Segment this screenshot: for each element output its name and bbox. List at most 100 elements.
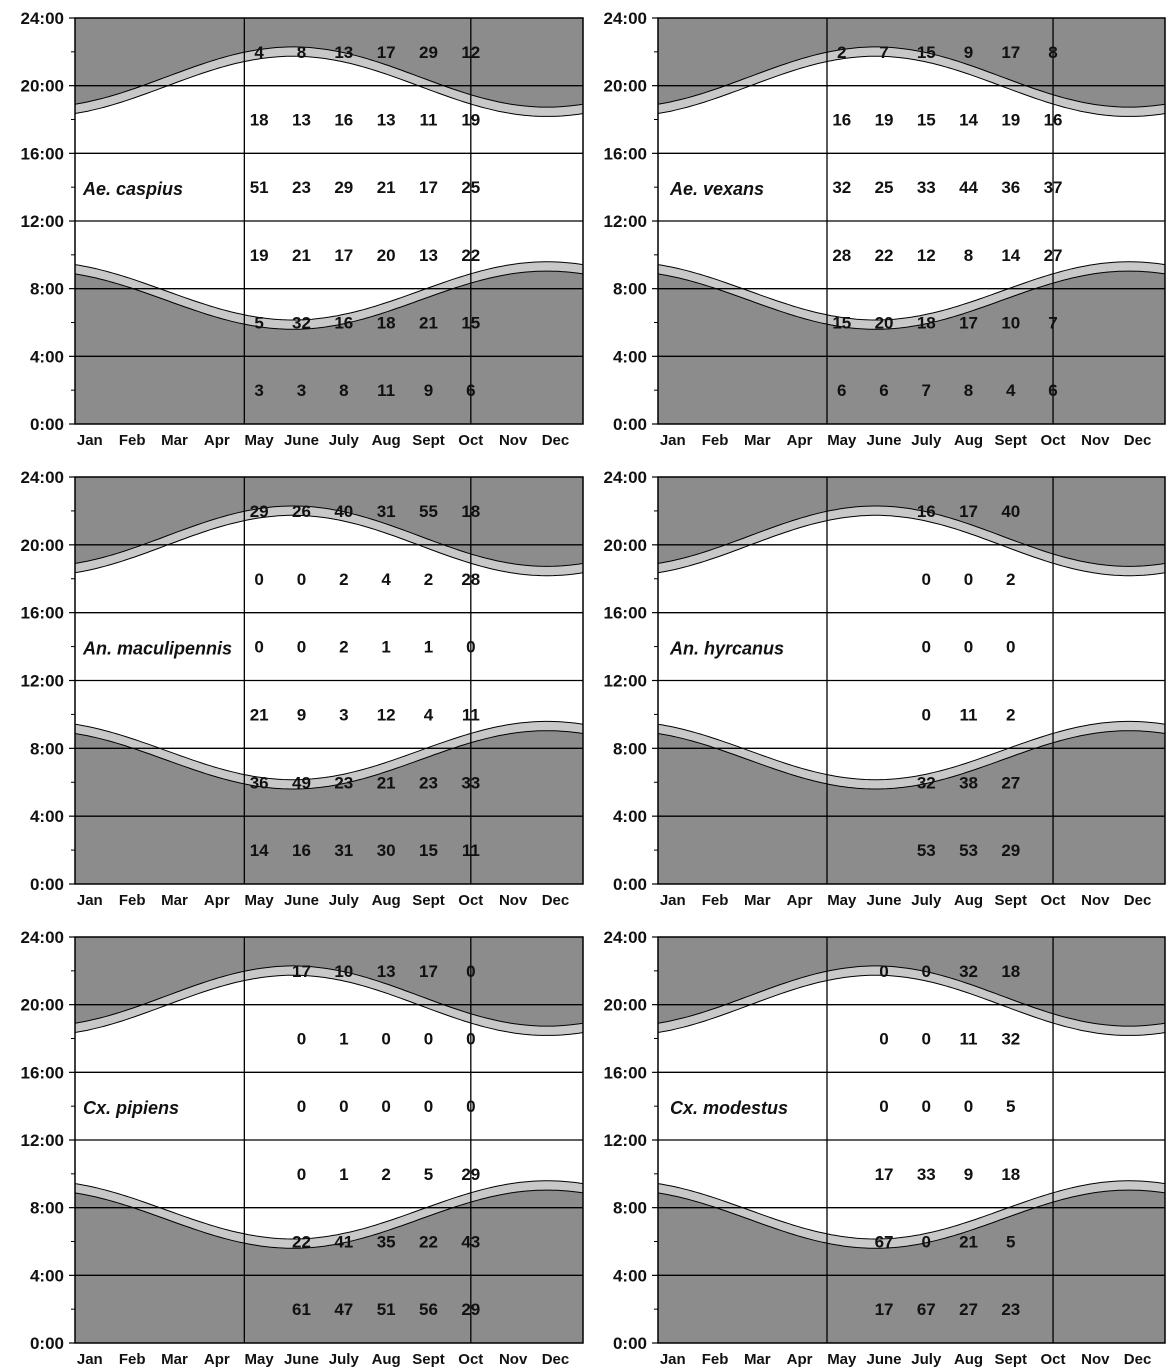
y-tick-label: 0:00	[613, 1334, 647, 1353]
x-tick-label: July	[329, 892, 360, 909]
x-tick-label: Feb	[119, 892, 146, 909]
count-value: 11	[462, 705, 480, 724]
count-value: 41	[334, 1233, 353, 1252]
count-value: 14	[959, 111, 978, 130]
count-value: 23	[419, 773, 438, 792]
count-value: 33	[917, 178, 936, 197]
count-value: 31	[377, 502, 396, 521]
count-value: 21	[250, 705, 269, 724]
daylight-curve	[657, 46, 1166, 108]
count-value: 53	[917, 841, 936, 860]
count-value: 0	[922, 570, 931, 589]
count-value: 3	[254, 381, 263, 400]
count-value: 23	[1001, 1300, 1020, 1319]
count-value: 2	[381, 1165, 390, 1184]
count-value: 0	[964, 1097, 973, 1116]
y-tick-label: 16:00	[604, 604, 647, 623]
count-value: 6	[466, 381, 475, 400]
count-value: 20	[377, 246, 396, 265]
count-value: 18	[1001, 962, 1020, 981]
y-tick-label: 12:00	[21, 672, 64, 691]
count-value: 37	[1044, 178, 1063, 197]
count-value: 27	[1044, 246, 1063, 265]
count-value: 16	[334, 314, 353, 333]
x-tick-label: Nov	[1081, 892, 1110, 909]
count-value: 22	[461, 246, 480, 265]
count-value: 4	[254, 43, 264, 62]
x-tick-label: May	[827, 1351, 857, 1368]
x-tick-label: June	[284, 892, 319, 909]
count-value: 12	[917, 246, 936, 265]
y-tick-label: 12:00	[604, 1131, 647, 1150]
y-tick-label: 20:00	[21, 536, 64, 555]
daylight-curve	[74, 1189, 584, 1249]
x-tick-label: Feb	[702, 892, 729, 909]
count-value: 19	[875, 111, 894, 130]
count-value: 1	[339, 1165, 348, 1184]
daylight-curve	[74, 514, 584, 577]
y-tick-label: 8:00	[613, 280, 647, 299]
count-value: 2	[339, 638, 348, 657]
count-value: 9	[297, 705, 306, 724]
count-value: 8	[339, 381, 348, 400]
count-value: 21	[377, 178, 396, 197]
count-value: 12	[461, 43, 480, 62]
y-tick-label: 24:00	[21, 9, 64, 28]
x-tick-label: Aug	[954, 432, 983, 449]
y-tick-label: 24:00	[21, 928, 64, 947]
count-value: 0	[1006, 638, 1015, 657]
count-value: 17	[959, 314, 978, 333]
count-value: 0	[297, 1165, 306, 1184]
panel-5: 24:00 20:00 16:00 12:00 8:00 4:00 0:00 Jan Feb Ma…	[21, 928, 584, 1368]
count-value: 13	[292, 111, 311, 130]
count-value: 3	[339, 705, 348, 724]
y-tick-label: 24:00	[21, 468, 64, 487]
y-tick-label: 12:00	[21, 212, 64, 231]
count-value: 22	[419, 1233, 438, 1252]
count-value: 17	[419, 178, 438, 197]
daylight-curve	[657, 514, 1166, 577]
count-value: 0	[297, 1097, 306, 1116]
daylight-curve	[74, 46, 584, 108]
count-value: 20	[875, 314, 894, 333]
evening-night-area	[75, 18, 583, 108]
count-value: 19	[1001, 111, 1020, 130]
x-tick-label: Oct	[1041, 892, 1066, 909]
x-tick-label: Feb	[702, 432, 729, 449]
count-value: 6	[837, 381, 846, 400]
y-tick-label: 8:00	[30, 1199, 64, 1218]
y-tick-label: 0:00	[613, 415, 647, 434]
count-value: 31	[334, 841, 353, 860]
x-tick-label: Apr	[204, 892, 230, 909]
count-value: 53	[959, 841, 978, 860]
x-tick-label: June	[867, 432, 902, 449]
y-tick-label: 16:00	[604, 1063, 647, 1082]
count-value: 17	[419, 962, 438, 981]
x-tick-label: Aug	[954, 892, 983, 909]
y-tick-label: 0:00	[613, 875, 647, 894]
count-value: 6	[1048, 381, 1057, 400]
x-tick-label: Apr	[787, 432, 813, 449]
morning-night-area	[658, 730, 1165, 884]
count-value: 29	[1001, 841, 1020, 860]
count-value: 13	[377, 111, 396, 130]
count-value: 3	[297, 381, 306, 400]
x-tick-label: Sept	[412, 892, 445, 909]
count-value: 12	[377, 705, 396, 724]
count-value: 15	[419, 841, 438, 860]
count-value: 16	[292, 841, 311, 860]
count-value: 56	[419, 1300, 438, 1319]
count-value: 4	[424, 705, 434, 724]
count-value: 36	[1001, 178, 1020, 197]
panel-3: 24:00 20:00 16:00 12:00 8:00 4:00 0:00 Jan Feb Ma…	[21, 468, 584, 909]
count-value: 5	[1006, 1097, 1015, 1116]
count-value: 51	[377, 1300, 396, 1319]
panel-4: 24:00 20:00 16:00 12:00 8:00 4:00 0:00 Jan Feb Ma…	[604, 468, 1166, 909]
count-value: 29	[461, 1300, 480, 1319]
species-label: An. hyrcanus	[669, 639, 784, 659]
count-value: 29	[334, 178, 353, 197]
count-value: 2	[837, 43, 846, 62]
count-value: 0	[381, 1097, 390, 1116]
count-value: 9	[964, 43, 973, 62]
